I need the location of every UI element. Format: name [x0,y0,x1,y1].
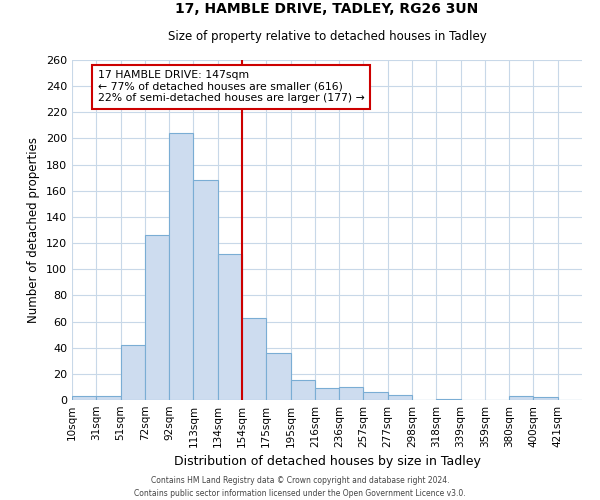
Bar [266,353,290,400]
Bar [436,398,461,400]
Bar [193,180,218,400]
Bar [145,235,169,400]
Y-axis label: Number of detached properties: Number of detached properties [28,137,40,323]
Text: Size of property relative to detached houses in Tadley: Size of property relative to detached ho… [167,30,487,43]
Bar [388,395,412,400]
Text: 17 HAMBLE DRIVE: 147sqm
← 77% of detached houses are smaller (616)
22% of semi-d: 17 HAMBLE DRIVE: 147sqm ← 77% of detache… [97,70,364,103]
Bar [533,398,558,400]
X-axis label: Distribution of detached houses by size in Tadley: Distribution of detached houses by size … [173,456,481,468]
Bar [96,396,121,400]
Bar [315,388,339,400]
Text: 17, HAMBLE DRIVE, TADLEY, RG26 3UN: 17, HAMBLE DRIVE, TADLEY, RG26 3UN [175,2,479,16]
Bar [290,380,315,400]
Text: Contains HM Land Registry data © Crown copyright and database right 2024.
Contai: Contains HM Land Registry data © Crown c… [134,476,466,498]
Bar [364,392,388,400]
Bar [72,396,96,400]
Bar [509,396,533,400]
Bar [169,133,193,400]
Bar [339,387,364,400]
Bar [121,345,145,400]
Bar [242,318,266,400]
Bar [218,254,242,400]
